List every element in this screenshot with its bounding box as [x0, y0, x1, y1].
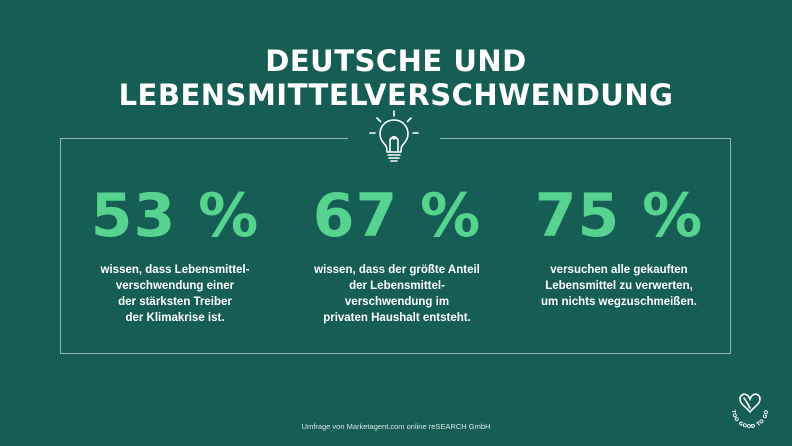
stat-description: wissen, dass der größte Anteil der Leben… — [314, 264, 480, 324]
stat-value: 53 % — [90, 181, 260, 251]
stat-description: versuchen alle gekauften Lebensmittel zu… — [541, 264, 697, 308]
too-good-to-go-logo: TOO GOOD TO GO — [726, 386, 774, 434]
stat-75: 75 % versuchen alle gekauften Lebensmitt… — [509, 180, 729, 310]
stat-53: 53 % wissen, dass Lebensmittel- verschwe… — [65, 180, 285, 326]
stat-67: 67 % wissen, dass der größte Anteil der … — [287, 180, 507, 326]
stat-value: 75 % — [534, 181, 704, 251]
stat-value: 67 % — [312, 181, 482, 251]
page-title: DEUTSCHE UND LEBENSMITTELVERSCHWENDUNG — [118, 44, 674, 112]
stat-description: wissen, dass Lebensmittel- verschwendung… — [100, 264, 250, 324]
source-footnote: Umfrage von Marketagent.com online reSEA… — [301, 422, 491, 431]
lightbulb-icon — [348, 106, 440, 168]
